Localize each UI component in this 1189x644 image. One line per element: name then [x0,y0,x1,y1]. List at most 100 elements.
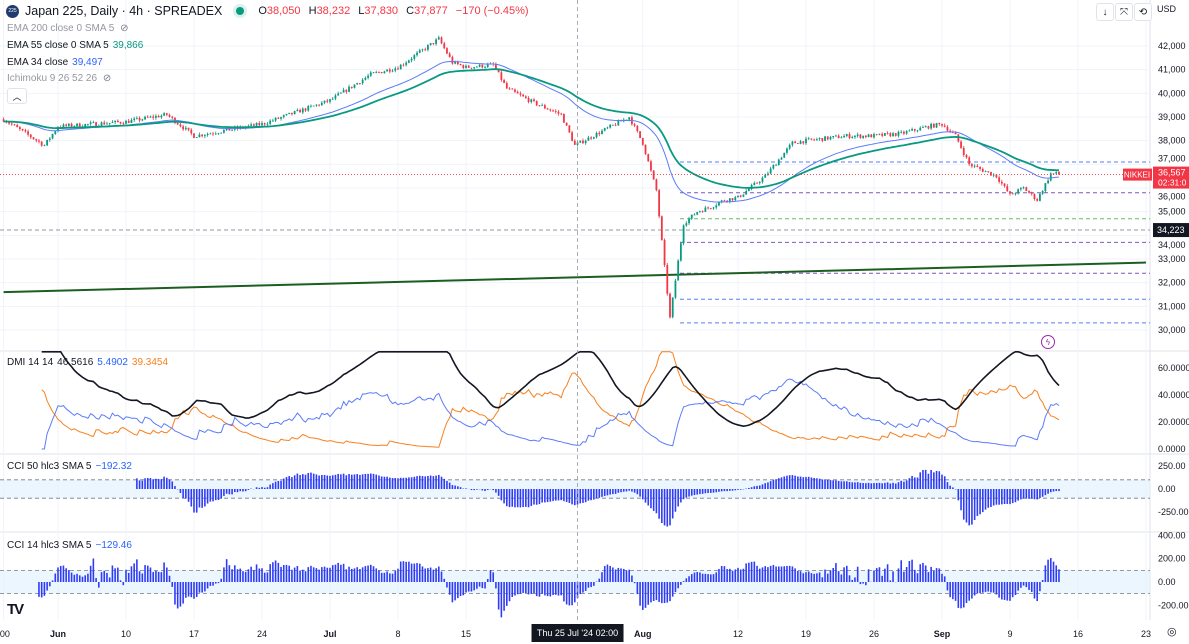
candle-body [734,197,737,201]
candle-body [119,122,122,124]
candle-body [886,133,889,134]
symbol-title[interactable]: Japan 225, Daily · 4h · SPREADEX [25,4,223,18]
price-tick-label: 33,000 [1158,254,1186,264]
candle-body [399,64,402,70]
candle-body [922,127,924,128]
candle-body [261,123,263,126]
candle-body [726,200,729,202]
symbol-tag-text: NIKKEI [1124,171,1150,180]
eye-hidden-icon[interactable]: ⊘ [120,23,129,34]
candle-body [13,124,16,126]
candle-body [962,147,965,156]
candle-body [674,280,677,298]
candle-body [851,136,854,138]
scroll-to-latest-button[interactable]: ↓ [1096,3,1114,21]
candle-body [24,130,27,132]
price-tick-label: 35,000 [1158,207,1186,217]
collapse-legend-button[interactable]: ︿ [7,88,27,104]
legend-ichimoku[interactable]: Ichimoku 9 26 52 26 ⊘ [7,73,117,84]
time-tick-label: Sep [934,629,951,639]
open-label: O [258,5,267,17]
eye-hidden-icon[interactable]: ⊘ [102,73,112,84]
candle-body [913,129,916,131]
candle-body [337,93,340,96]
dmi-tick-label: 0.0000 [1158,444,1186,454]
candle-body [897,131,900,136]
settings-icon[interactable]: ◎ [1167,626,1177,638]
ema200-label: EMA 200 close 0 SMA 5 [7,23,115,34]
candle-body [225,128,228,131]
candle-body [941,123,943,126]
candle-body [312,105,315,107]
candle-body [65,124,68,126]
candle-body [51,133,54,139]
candle-body [745,191,748,195]
candle-body [359,83,361,84]
candle-body [524,96,527,98]
candle-body [190,129,193,134]
candle-body [992,174,995,176]
last-price-text: 36,567 [1158,168,1186,178]
candle-body [753,182,756,186]
candle-body [329,99,331,102]
dmi-tick-label: 20.0000 [1158,417,1189,427]
candle-body [274,117,277,121]
candle-body [84,124,87,127]
cci14-value: −129.46 [95,540,132,551]
legend-cci14[interactable]: CCI 14 hlc3 SMA 5 −129.46 [7,540,136,551]
candle-body [873,134,875,138]
candle-body [130,119,133,123]
candle-body [660,216,663,240]
candle-body [16,124,19,128]
reset-button[interactable]: ⟲ [1134,3,1152,21]
candle-body [127,120,130,123]
candle-body [658,190,661,217]
crosshair-time-label [531,624,624,642]
legend-ema34[interactable]: EMA 34 close 39,497 [7,57,107,68]
candle-body [57,127,59,132]
candle-body [228,128,231,131]
auto-scale-button[interactable]: ⤧ [1115,3,1133,21]
candle-body [258,123,261,126]
candle-body [911,129,913,131]
candle-body [122,123,125,125]
candle-body [54,131,57,134]
candle-body [149,116,152,118]
candle-body [682,225,685,244]
candle-body [416,52,418,56]
candle-body [282,115,285,118]
candle-body [565,122,568,126]
candle-body [728,198,731,202]
candle-body [908,130,911,132]
candle-body [739,195,742,197]
currency-selector[interactable]: USD [1157,4,1177,14]
candle-body [813,139,816,141]
candle-body [919,127,922,131]
candle-body [761,177,764,182]
tradingview-logo[interactable]: TV [7,601,24,618]
candle-body [1025,187,1028,192]
cci50-label: CCI 50 hlc3 SMA 5 [7,461,92,472]
candle-body [1058,172,1060,175]
candle-body [470,67,473,69]
candle-body [138,117,141,121]
legend-ema200[interactable]: EMA 200 close 0 SMA 5 ⊘ [7,23,134,34]
candle-body [89,122,92,124]
legend-cci50[interactable]: CCI 50 hlc3 SMA 5 −192.32 [7,461,136,472]
candle-body [443,43,446,49]
legend-dmi[interactable]: DMI 14 14 46.5616 5.4902 39.3454 [7,357,172,368]
legend-ema55[interactable]: EMA 55 close 0 SMA 5 39,866 [7,40,147,51]
candle-body [165,113,168,115]
candle-body [462,65,465,68]
candle-body [367,75,369,78]
candle-body [924,126,927,128]
candle-body [845,134,848,136]
time-tick-label: 17 [189,629,199,639]
time-tick-label: 10 [121,629,131,639]
candle-body [456,61,459,65]
candle-body [769,168,772,174]
candle-body [481,64,484,68]
time-tick-label: 15 [461,629,471,639]
lightning-icon[interactable]: ϟ [1041,335,1055,349]
